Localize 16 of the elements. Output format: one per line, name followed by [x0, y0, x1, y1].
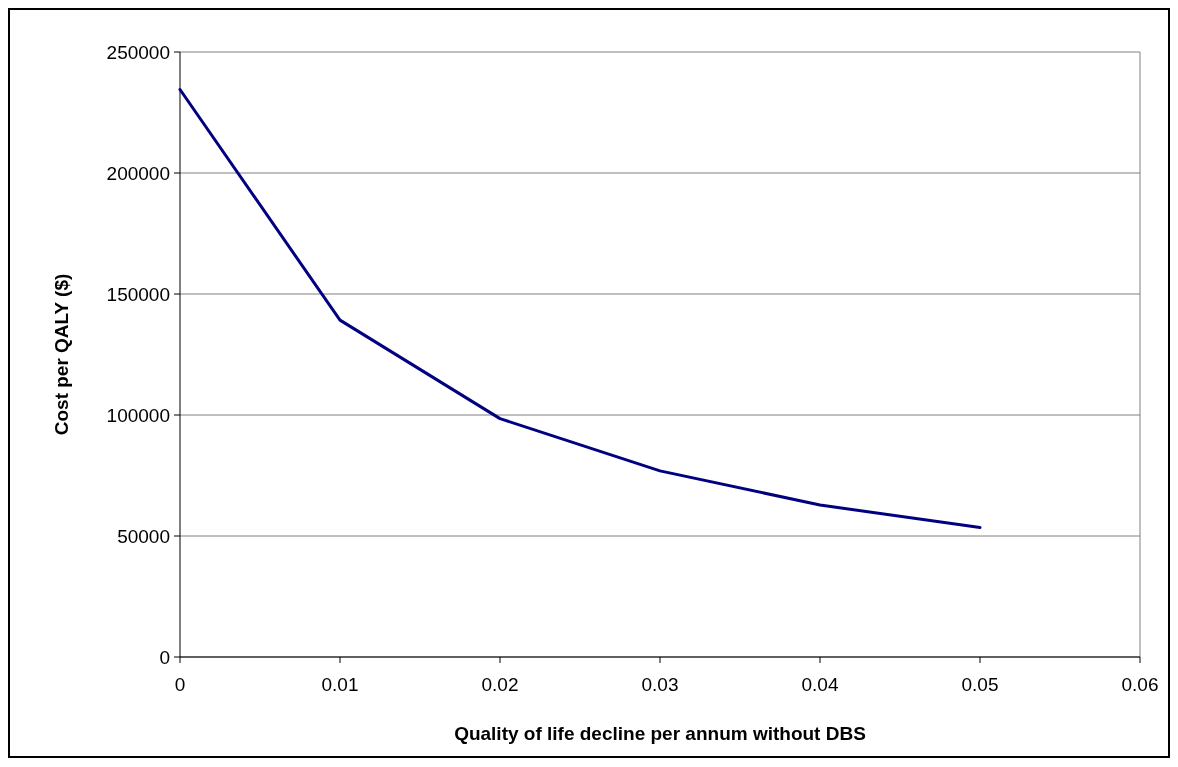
y-tick-label: 0: [159, 646, 170, 668]
x-axis-title: Quality of life decline per annum without DBS: [454, 723, 866, 744]
x-tick-label: 0.03: [641, 674, 679, 695]
y-axis-title: Cost per QALY ($): [51, 273, 72, 436]
x-tick-label: 0.04: [801, 674, 839, 695]
x-tick-label: 0.02: [481, 674, 519, 695]
x-tick-label: 0.06: [1121, 674, 1159, 695]
line-series: [178, 88, 982, 530]
y-tick-label: 50000: [117, 525, 170, 547]
x-tick-label: 0: [174, 674, 186, 695]
y-tick-label: 250000: [106, 41, 170, 63]
x-tick-label: 0.05: [961, 674, 999, 695]
x-tick-label: 0.01: [321, 674, 359, 695]
y-tick-label: 200000: [106, 162, 170, 184]
y-tick-label: 150000: [106, 283, 170, 305]
y-tick-label: 100000: [106, 404, 170, 426]
